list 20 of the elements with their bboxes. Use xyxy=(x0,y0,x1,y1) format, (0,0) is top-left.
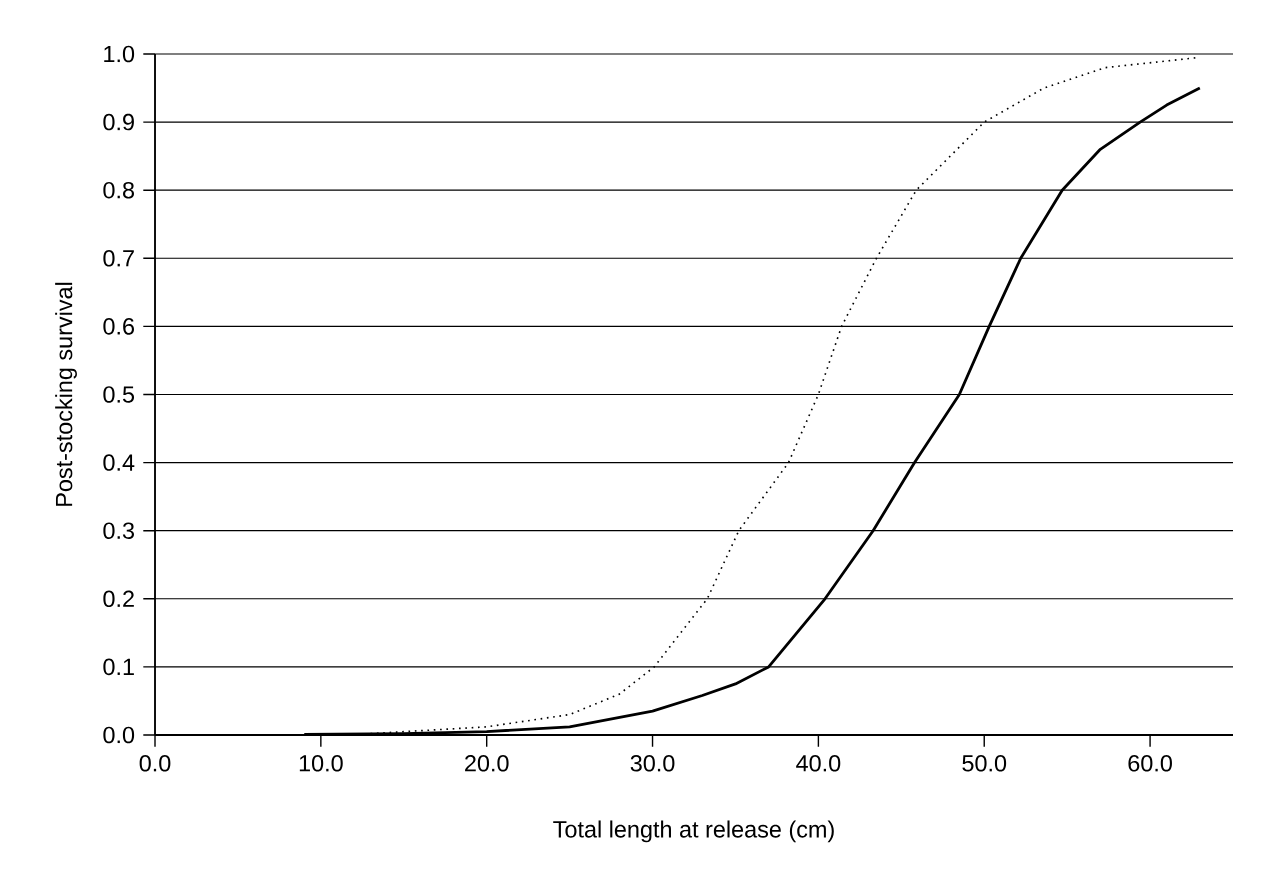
y-tick-label: 0.7 xyxy=(103,250,134,267)
x-tick-label: 30.0 xyxy=(630,754,675,772)
y-tick-label: 0.1 xyxy=(103,658,134,676)
x-tick-label: 60.0 xyxy=(1128,754,1172,772)
x-tick-label: 10.0 xyxy=(299,754,343,772)
x-axis-title: Total length at release (cm) xyxy=(553,820,834,843)
x-tick-label: 40.0 xyxy=(796,754,841,772)
y-tick-label: 0.6 xyxy=(103,318,134,335)
y-tick-label: 0.8 xyxy=(103,181,134,199)
x-tick-label: 0.0 xyxy=(139,754,171,772)
y-tick-label: 0.3 xyxy=(103,522,134,539)
y-tick-label: 0.5 xyxy=(103,386,135,403)
y-tick-label: 0.0 xyxy=(103,726,135,744)
y-axis-title: Post-stocking survival xyxy=(55,282,77,506)
x-tick-label: 20.0 xyxy=(465,754,509,772)
y-tick-label: 0.2 xyxy=(103,590,134,608)
y-tick-label: 0.4 xyxy=(103,454,135,471)
y-tick-label: 0.9 xyxy=(103,113,134,131)
x-tick-label: 50.0 xyxy=(962,754,1007,772)
y-tick-label: 1.0 xyxy=(104,45,135,63)
